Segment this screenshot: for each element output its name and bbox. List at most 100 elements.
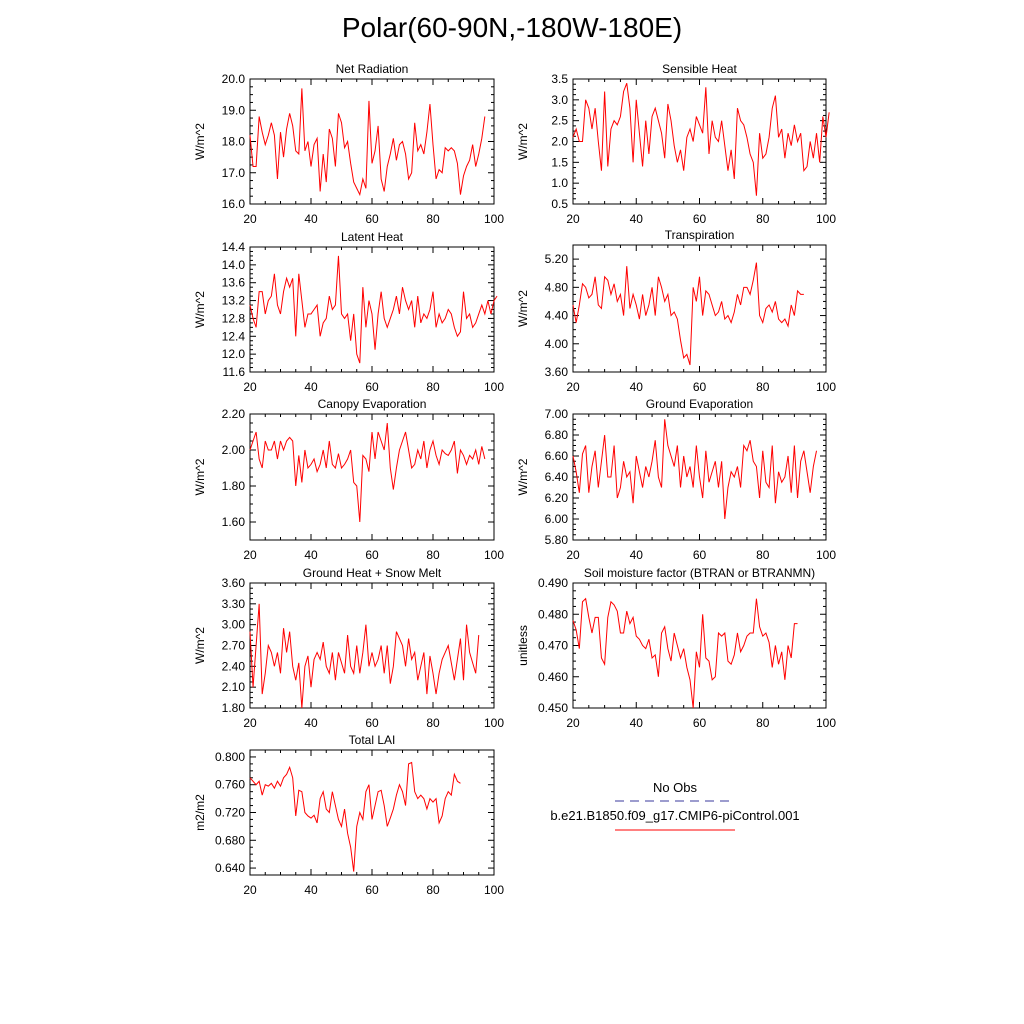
y-tick-label: 0.5 bbox=[551, 197, 568, 211]
y-tick-label: 12.0 bbox=[222, 347, 246, 361]
plot-frame bbox=[249, 582, 495, 709]
x-tick-label: 100 bbox=[484, 883, 504, 897]
x-tick-label: 40 bbox=[630, 548, 644, 562]
x-tick-label: 80 bbox=[426, 883, 440, 897]
panel-title: Sensible Heat bbox=[662, 62, 737, 76]
panel-6: 20 40 60 80 100 5.80 6.00 6.20 6.40 6.60 6.80 7.00 G… bbox=[516, 397, 836, 562]
x-tick-label: 100 bbox=[816, 716, 836, 730]
y-tick-label: 1.0 bbox=[551, 176, 568, 190]
x-tick-label: 60 bbox=[365, 548, 379, 562]
y-tick-label: 0.680 bbox=[215, 833, 245, 847]
y-tick-label: 2.00 bbox=[222, 443, 246, 457]
x-tick-label: 80 bbox=[756, 716, 770, 730]
y-tick-label: 14.0 bbox=[222, 258, 246, 272]
y-tick-label: 1.80 bbox=[222, 479, 246, 493]
x-tick-label: 20 bbox=[566, 716, 580, 730]
x-tick-label: 100 bbox=[816, 212, 836, 226]
panel-3: 20 40 60 80 100 11.6 12.0 12.4 12.8 13.2 13.6 14.0 1… bbox=[193, 230, 504, 394]
panel-title: Transpiration bbox=[665, 228, 735, 242]
x-tick-label: 40 bbox=[304, 380, 318, 394]
y-axis-label: m2/m2 bbox=[193, 794, 207, 831]
x-tick-label: 60 bbox=[693, 212, 707, 226]
panel-title: Soil moisture factor (BTRAN or BTRANMN) bbox=[584, 566, 815, 580]
panel-8: 20 40 60 80 100 0.450 0.460 0.470 0.480 0.490 Soil… bbox=[516, 566, 836, 730]
series-line bbox=[572, 597, 798, 709]
panel-5: 20 40 60 80 100 1.60 1.80 2.00 2.20 Canopy Evapor… bbox=[193, 397, 504, 562]
series-line bbox=[249, 255, 498, 364]
y-tick-label: 0.470 bbox=[538, 639, 568, 653]
y-tick-label: 20.0 bbox=[222, 72, 246, 86]
y-tick-label: 0.450 bbox=[538, 701, 568, 715]
y-tick-label: 3.30 bbox=[222, 597, 246, 611]
x-tick-label: 40 bbox=[304, 716, 318, 730]
y-tick-label: 4.40 bbox=[545, 309, 569, 323]
y-tick-label: 2.40 bbox=[222, 659, 246, 673]
y-tick-label: 4.80 bbox=[545, 280, 569, 294]
y-axis-label: W/m^2 bbox=[193, 123, 207, 160]
y-tick-label: 13.2 bbox=[222, 294, 246, 308]
y-tick-label: 16.0 bbox=[222, 197, 246, 211]
y-tick-label: 0.760 bbox=[215, 778, 245, 792]
plot-frame bbox=[249, 749, 495, 876]
x-tick-label: 100 bbox=[484, 380, 504, 394]
y-tick-label: 0.800 bbox=[215, 750, 245, 764]
panel-9: 20 40 60 80 100 0.640 0.680 0.720 0.760 0.800 Tota… bbox=[193, 733, 504, 897]
page-title: Polar(60-90N,-180W-180E) bbox=[341, 12, 683, 43]
x-tick-label: 20 bbox=[566, 548, 580, 562]
plot-frame bbox=[572, 244, 827, 373]
y-tick-label: 3.60 bbox=[545, 365, 569, 379]
y-tick-label: 17.0 bbox=[222, 166, 246, 180]
panel-2: 20 40 60 80 100 0.5 1.0 1.5 2.0 2.5 3.0 3.5 Sensible… bbox=[516, 62, 836, 226]
series-line bbox=[249, 422, 486, 523]
panel-title: Ground Evaporation bbox=[646, 397, 753, 411]
y-tick-label: 1.80 bbox=[222, 701, 246, 715]
y-tick-label: 7.00 bbox=[545, 407, 569, 421]
x-tick-label: 80 bbox=[426, 212, 440, 226]
y-tick-label: 3.5 bbox=[551, 72, 568, 86]
x-tick-label: 100 bbox=[484, 212, 504, 226]
x-tick-label: 60 bbox=[693, 716, 707, 730]
y-tick-label: 0.480 bbox=[538, 607, 568, 621]
y-tick-label: 5.20 bbox=[545, 252, 569, 266]
x-tick-label: 80 bbox=[426, 380, 440, 394]
series-line bbox=[572, 419, 818, 520]
y-tick-label: 14.4 bbox=[222, 240, 246, 254]
y-tick-label: 18.0 bbox=[222, 135, 246, 149]
y-tick-label: 12.4 bbox=[222, 329, 246, 343]
panel-4: 20 40 60 80 100 3.60 4.00 4.40 4.80 5.20 Transpira… bbox=[516, 228, 836, 394]
x-tick-label: 60 bbox=[693, 380, 707, 394]
plot-frame bbox=[572, 78, 827, 205]
x-tick-label: 80 bbox=[756, 548, 770, 562]
y-tick-label: 2.5 bbox=[551, 114, 568, 128]
x-tick-label: 40 bbox=[304, 212, 318, 226]
x-tick-label: 40 bbox=[630, 212, 644, 226]
y-tick-label: 2.20 bbox=[222, 407, 246, 421]
series-line bbox=[249, 761, 461, 872]
series-line bbox=[572, 82, 830, 196]
x-tick-label: 100 bbox=[484, 548, 504, 562]
plot-frame bbox=[249, 246, 495, 373]
panel-title: Ground Heat + Snow Melt bbox=[303, 566, 442, 580]
x-tick-label: 20 bbox=[243, 716, 257, 730]
legend-label-no-obs: No Obs bbox=[653, 780, 698, 795]
x-tick-label: 80 bbox=[756, 380, 770, 394]
y-tick-label: 6.40 bbox=[545, 470, 569, 484]
x-tick-label: 20 bbox=[243, 212, 257, 226]
legend: No Obs b.e21.B1850.f09_g17.CMIP6-piContro… bbox=[550, 780, 800, 831]
panel-title: Canopy Evaporation bbox=[318, 397, 427, 411]
x-tick-label: 20 bbox=[243, 380, 257, 394]
y-tick-label: 19.0 bbox=[222, 103, 246, 117]
y-axis-label: W/m^2 bbox=[516, 123, 530, 160]
y-tick-label: 2.0 bbox=[551, 135, 568, 149]
y-tick-label: 4.00 bbox=[545, 337, 569, 351]
series-line bbox=[249, 603, 480, 709]
x-tick-label: 80 bbox=[426, 716, 440, 730]
x-tick-label: 100 bbox=[484, 716, 504, 730]
y-tick-label: 13.6 bbox=[222, 276, 246, 290]
x-tick-label: 60 bbox=[693, 548, 707, 562]
x-tick-label: 100 bbox=[816, 380, 836, 394]
x-tick-label: 40 bbox=[630, 716, 644, 730]
x-tick-label: 20 bbox=[566, 212, 580, 226]
panel-title: Total LAI bbox=[349, 733, 396, 747]
